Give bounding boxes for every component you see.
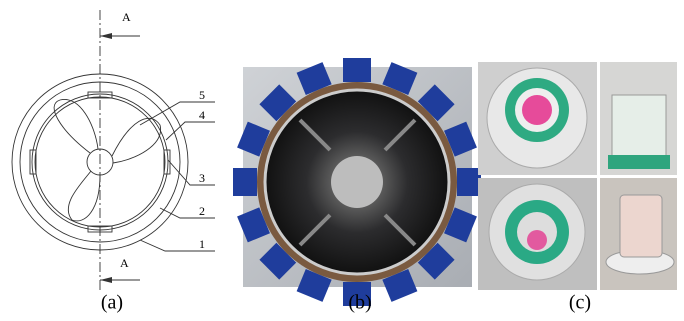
- part-label: 5: [199, 88, 205, 102]
- body: {"drawing": {"section_labels": ["A", "A"…: [0, 0, 684, 321]
- figure: A A 5 4 3 2 1 (: [0, 0, 684, 321]
- photo-b: [233, 58, 481, 306]
- blue-tab: [233, 168, 257, 196]
- caption: (a): [101, 292, 123, 314]
- part-label: 2: [199, 204, 205, 218]
- leader-line: [168, 160, 215, 185]
- part-label: 3: [199, 171, 205, 185]
- pink-tube: [620, 195, 662, 257]
- page: html, body { margin: 0; padding: 0; back…: [0, 0, 684, 321]
- leader-line: [160, 208, 215, 218]
- pink-fan: [527, 230, 547, 250]
- blue-tab: [343, 58, 371, 82]
- tube: [612, 95, 666, 165]
- section-label: A: [122, 10, 131, 24]
- green-base: [608, 155, 670, 169]
- blue-tab: [457, 168, 481, 196]
- part-label: 1: [199, 237, 205, 251]
- arrowhead: [100, 33, 112, 39]
- pink-fan: [522, 95, 552, 125]
- caption: (c): [569, 292, 591, 314]
- drawing: A A 5 4 3 2 1: [12, 10, 215, 290]
- blade: [54, 99, 98, 153]
- arrowhead: [100, 277, 112, 283]
- part-label: 4: [199, 108, 205, 122]
- photo-c: [478, 62, 677, 290]
- fan-hub: [331, 156, 383, 208]
- section-label: A: [120, 256, 129, 270]
- caption: (b): [348, 292, 371, 314]
- blade: [68, 171, 100, 221]
